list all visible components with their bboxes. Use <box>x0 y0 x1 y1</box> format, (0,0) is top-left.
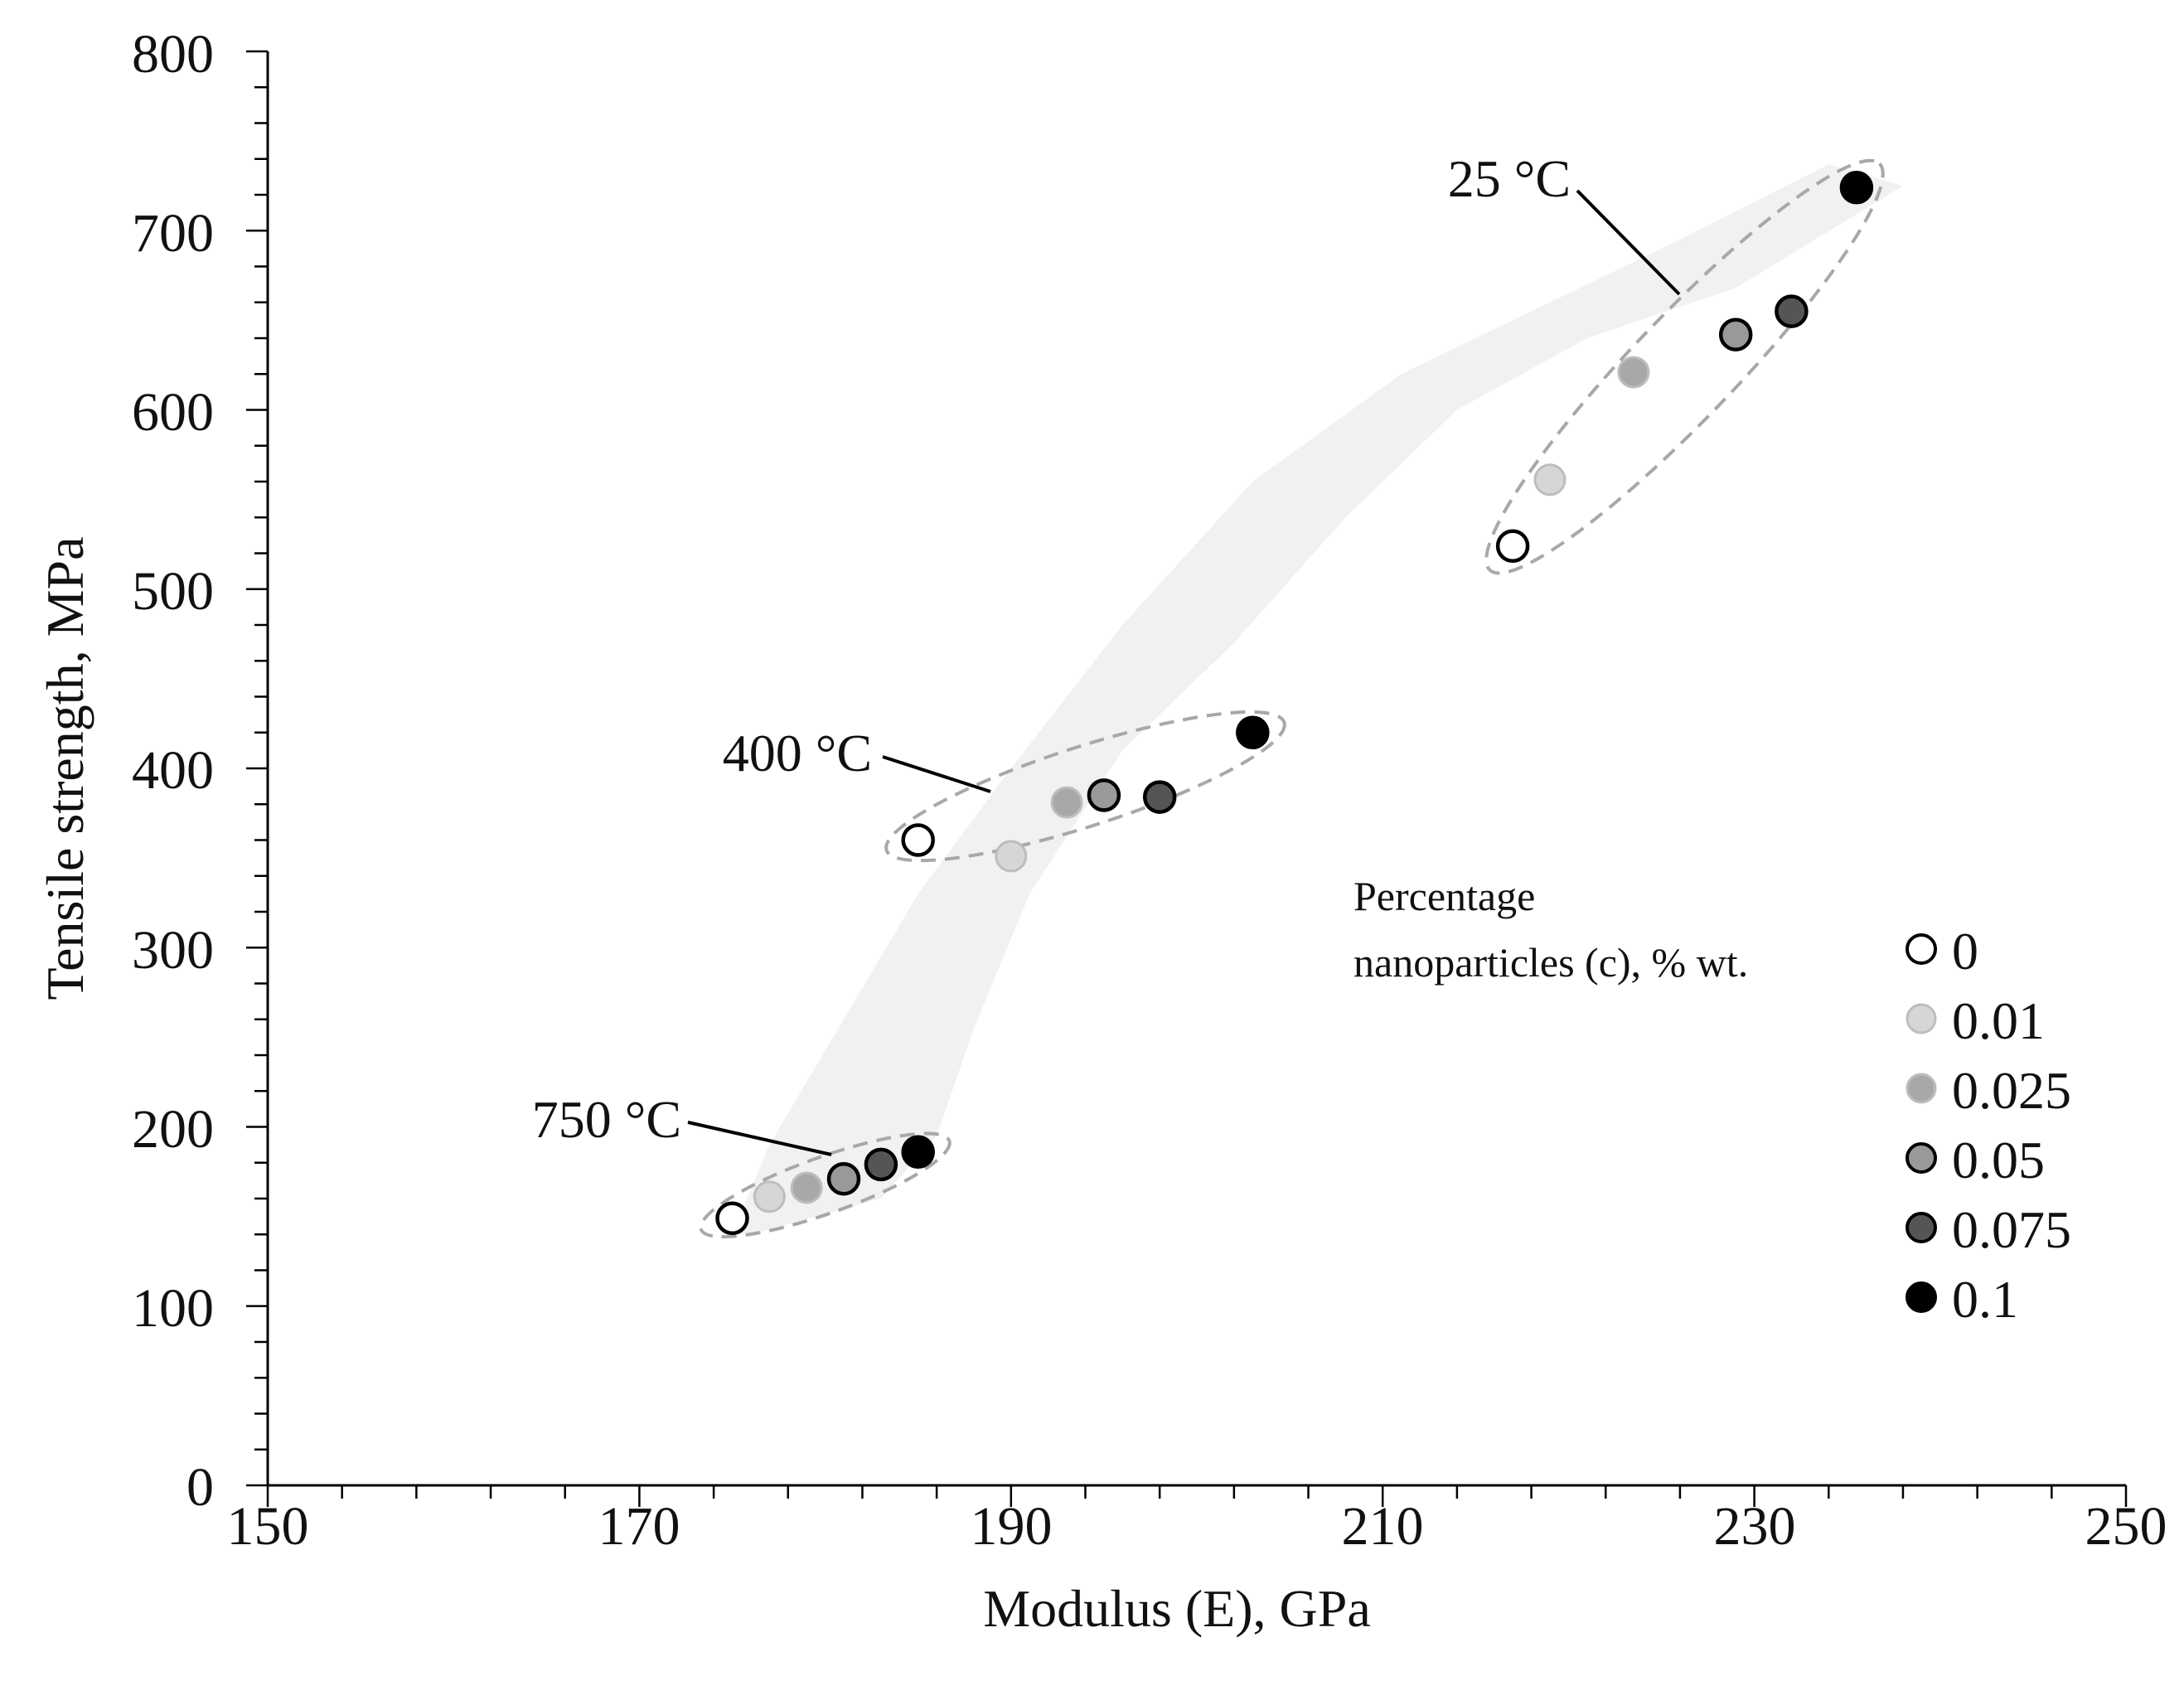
y-tick-label: 600 <box>132 382 214 443</box>
shaded-region <box>732 164 1903 1235</box>
legend-label: 0.01 <box>1952 991 2045 1050</box>
legend: Percentage nanoparticles (c), % wt. 0 0.0… <box>1353 873 2071 1329</box>
y-tick-label: 700 <box>132 203 214 264</box>
legend-label: 0.05 <box>1952 1131 2045 1189</box>
y-tick-label: 300 <box>132 920 214 981</box>
x-tick-label: 230 <box>1714 1496 1796 1557</box>
legend-marker <box>1906 933 1937 965</box>
data-points-layer <box>715 171 1874 1236</box>
annotation-label-400c: 400 °C <box>723 724 872 782</box>
legend-title-line2: nanoparticles (c), % wt. <box>1353 939 1748 986</box>
annotation-label-25c: 25 °C <box>1448 149 1571 208</box>
y-axis-title: Tensile strength, MPa <box>36 537 94 1000</box>
y-tick-label: 400 <box>132 740 214 801</box>
data-point <box>1142 780 1177 814</box>
legend-marker <box>1906 1073 1937 1104</box>
data-point <box>901 1135 935 1170</box>
x-tick-labels: 150 170 190 210 230 250 <box>227 1496 2167 1557</box>
data-point <box>1533 463 1567 496</box>
y-tick-label: 800 <box>132 24 214 85</box>
y-tick-labels: 0 100 200 300 400 500 600 700 800 <box>132 24 214 1518</box>
y-tick-label: 100 <box>132 1278 214 1339</box>
ellipse-750c <box>699 1131 952 1239</box>
data-point <box>1775 294 1809 328</box>
data-point <box>790 1171 823 1204</box>
y-tick-label: 500 <box>132 561 214 622</box>
annotation-label-750c: 750 °C <box>532 1090 681 1149</box>
legend-label: 0.1 <box>1952 1270 2018 1329</box>
data-point <box>1617 356 1650 389</box>
data-point <box>1050 786 1083 819</box>
legend-marker <box>1906 1281 1937 1313</box>
x-axis-title: Modulus (E), GPa <box>983 1579 1371 1638</box>
data-point <box>1087 778 1121 812</box>
legend-marker <box>1906 1212 1937 1243</box>
data-point <box>864 1147 898 1182</box>
legend-marker <box>1906 1142 1937 1174</box>
annotation-leader-750c <box>687 1121 832 1156</box>
data-point <box>1839 171 1874 205</box>
x-tick-label: 150 <box>227 1496 309 1557</box>
data-point <box>826 1161 861 1196</box>
ticks-layer <box>246 50 2128 1507</box>
annotation-leader-400c <box>882 755 991 793</box>
ellipse-400c <box>884 710 1286 863</box>
y-tick-label: 0 <box>186 1457 214 1518</box>
legend-marker <box>1906 1003 1937 1034</box>
data-point <box>1718 317 1753 351</box>
annotation-leader-25c <box>1576 189 1681 296</box>
axes <box>266 51 2126 1487</box>
x-tick-label: 210 <box>1342 1496 1424 1557</box>
legend-label: 0 <box>1952 922 1978 981</box>
x-tick-label: 170 <box>598 1496 680 1557</box>
legend-label: 0.025 <box>1952 1061 2071 1120</box>
x-tick-label: 190 <box>971 1496 1053 1557</box>
legend-label: 0.075 <box>1952 1200 2071 1259</box>
data-point <box>1236 715 1270 750</box>
data-point <box>715 1201 749 1236</box>
shaded-region-layer <box>732 164 1903 1235</box>
data-point <box>995 840 1028 873</box>
legend-entries: 0 0.01 0.025 0.05 0.075 0.1 <box>1906 922 2071 1329</box>
temperature-annotations: 25 °C 400 °C 750 °C <box>532 149 1681 1156</box>
data-point <box>753 1180 786 1213</box>
x-tick-label: 250 <box>2085 1496 2167 1557</box>
y-tick-label: 200 <box>132 1099 214 1160</box>
data-point <box>901 823 935 857</box>
data-point <box>1495 529 1530 564</box>
legend-title-line1: Percentage <box>1353 873 1535 919</box>
